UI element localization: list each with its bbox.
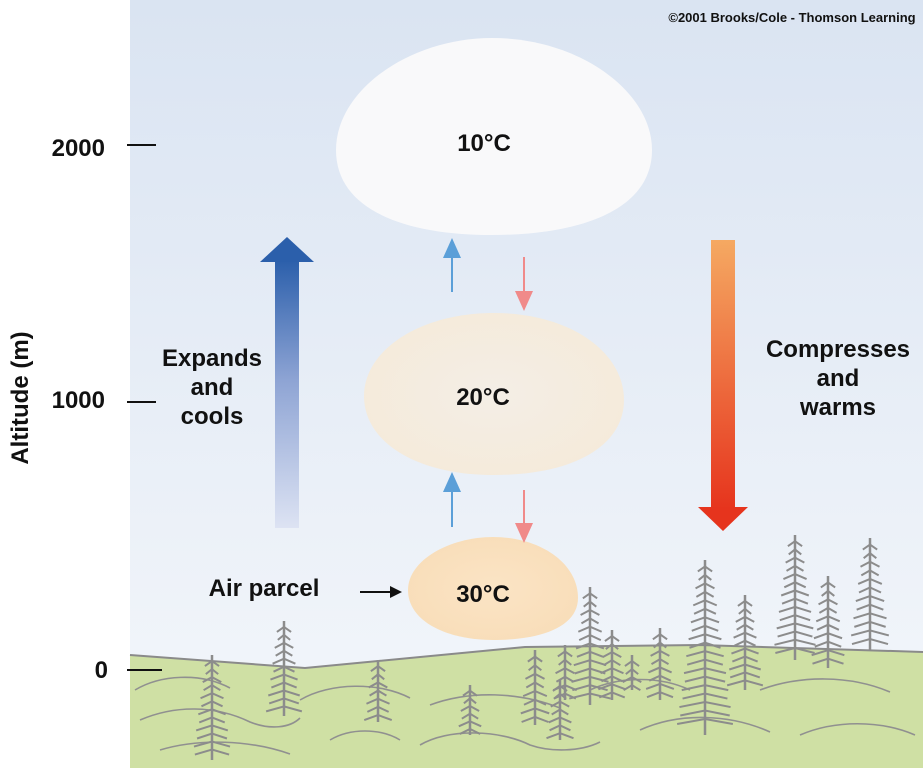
air-parcel-1000m	[364, 313, 624, 475]
small-rising-arrow-lower	[443, 472, 461, 527]
air-parcel-surface	[408, 537, 578, 640]
air-parcel-label: Air parcel	[209, 575, 320, 602]
sinking-label-line3: warms	[799, 394, 876, 421]
conifer-tree	[520, 650, 550, 725]
conifer-tree	[774, 535, 816, 660]
conifer-tree	[850, 538, 890, 650]
rising-label-line3: cools	[181, 403, 244, 430]
conifer-tree	[193, 655, 231, 760]
tick-label-2000: 2000	[52, 135, 105, 162]
sinking-arrow	[698, 240, 748, 531]
conifer-tree	[546, 680, 574, 740]
tick-label-0: 0	[95, 657, 108, 684]
rising-arrow	[260, 237, 314, 528]
air-parcel-2000m	[336, 38, 652, 235]
conifer-tree	[265, 621, 303, 716]
ground	[130, 645, 923, 768]
small-sinking-arrow-lower	[515, 490, 533, 543]
sinking-label-line2: and	[817, 365, 860, 392]
rising-label-line2: and	[191, 374, 234, 401]
small-sinking-arrow-upper	[515, 257, 533, 311]
conifer-tree	[811, 576, 845, 668]
small-rising-arrow-upper	[443, 238, 461, 292]
air-parcel-pointer-arrow	[360, 586, 402, 598]
rising-label-line1: Expands	[162, 345, 262, 372]
y-axis-label: Altitude (m)	[7, 331, 34, 464]
parcel-temp-2000m: 10°C	[457, 130, 511, 157]
parcel-temp-1000m: 20°C	[456, 384, 510, 411]
conifer-tree	[676, 560, 734, 735]
parcel-temp-surface: 30°C	[456, 581, 510, 608]
conifer-tree	[622, 655, 642, 692]
conifer-tree	[645, 628, 675, 700]
conifer-trees	[193, 535, 890, 760]
copyright-notice: ©2001 Brooks/Cole - Thomson Learning	[668, 10, 915, 25]
conifer-tree	[458, 685, 482, 735]
sinking-label-line1: Compresses	[766, 336, 910, 363]
conifer-tree	[363, 660, 393, 722]
conifer-tree	[598, 630, 626, 700]
conifer-tree	[726, 595, 764, 690]
tick-label-1000: 1000	[52, 387, 105, 414]
